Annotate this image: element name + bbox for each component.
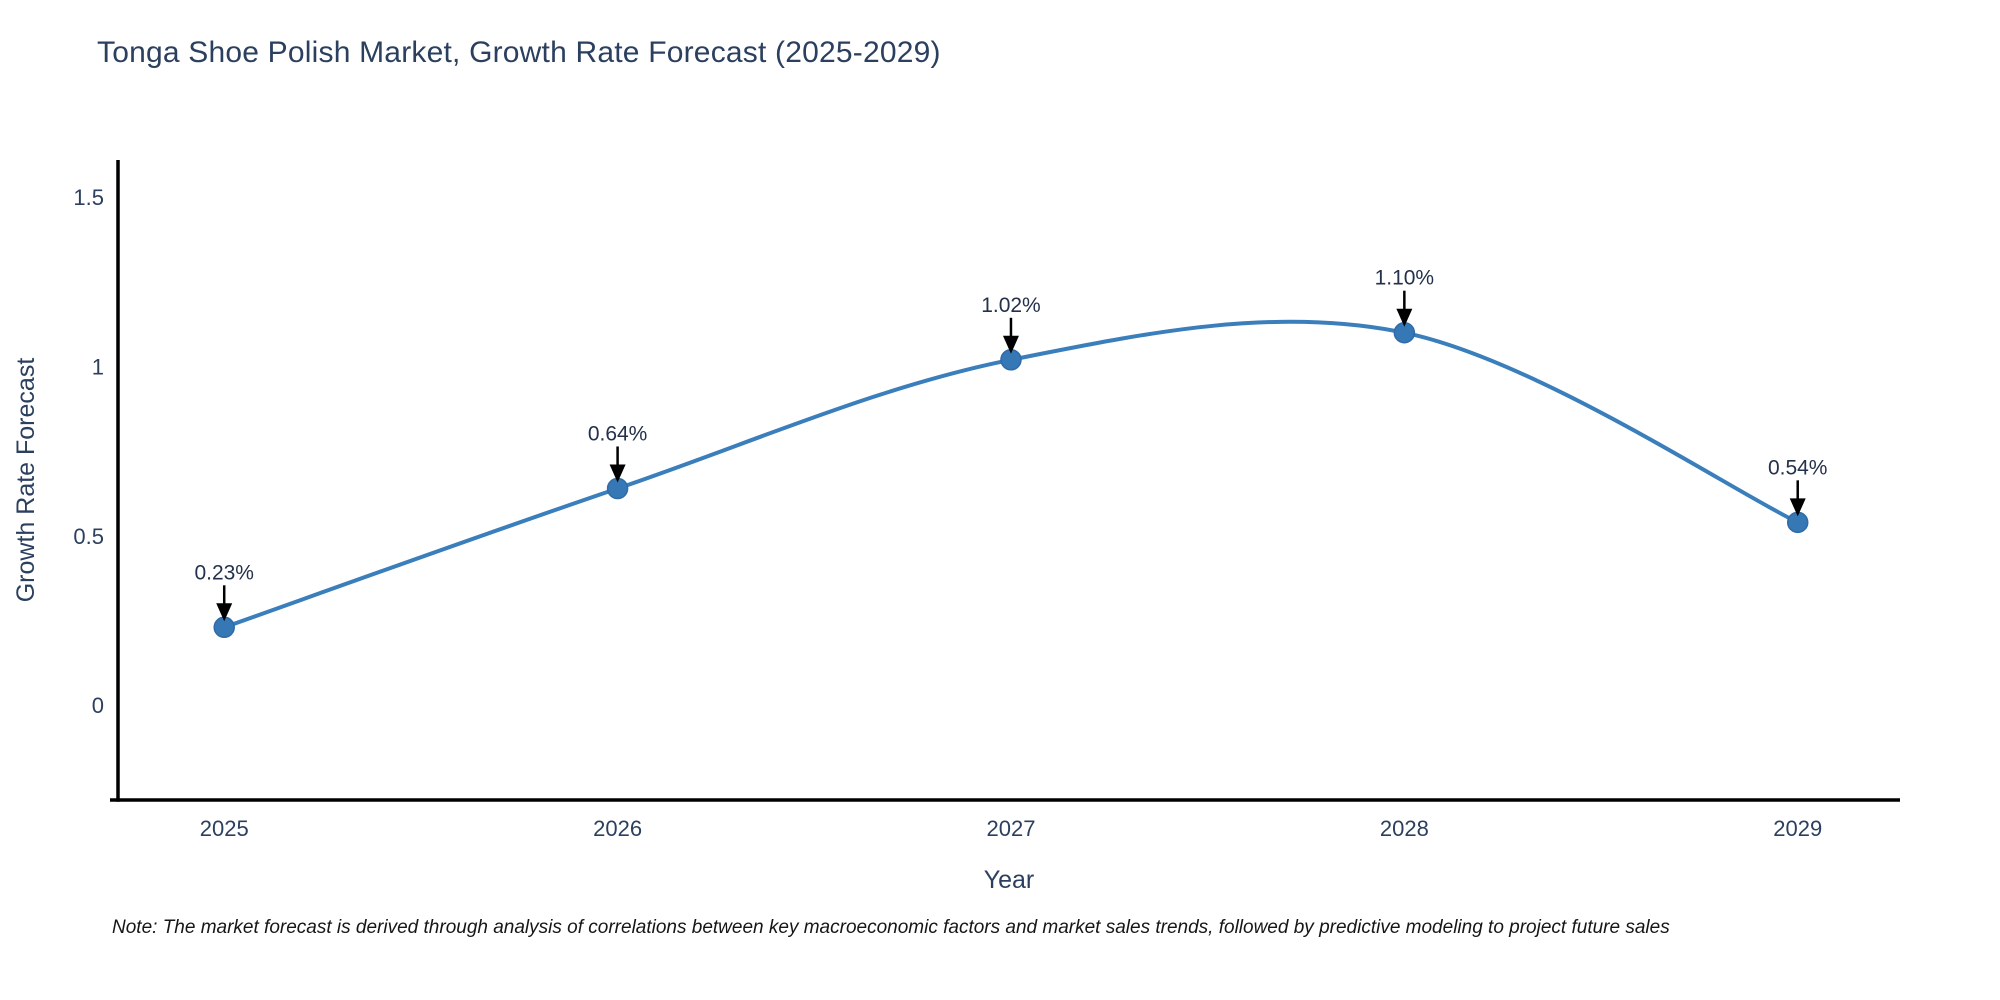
y-tick-label: 1 <box>92 355 104 380</box>
x-tick-label: 2025 <box>200 816 249 841</box>
y-tick-label: 1.5 <box>73 185 104 210</box>
x-tick-label: 2028 <box>1380 816 1429 841</box>
y-tick-label: 0 <box>92 693 104 718</box>
annotation-arrow-head <box>609 464 626 483</box>
data-point-label: 1.02% <box>981 294 1041 317</box>
data-point-label: 0.23% <box>194 561 254 584</box>
annotation-arrow-head <box>1789 498 1806 517</box>
data-point-label: 0.64% <box>588 422 648 445</box>
data-point-label: 0.54% <box>1768 456 1828 479</box>
annotation-arrow-head <box>1002 335 1019 354</box>
data-point-label: 1.10% <box>1375 267 1435 290</box>
footnote: Note: The market forecast is derived thr… <box>112 917 1670 938</box>
y-axis-title: Growth Rate Forecast <box>12 358 40 603</box>
chart-title: Tonga Shoe Polish Market, Growth Rate Fo… <box>97 36 941 69</box>
x-tick-label: 2026 <box>593 816 642 841</box>
x-axis-title: Year <box>984 866 1035 894</box>
annotation-arrow-head <box>1396 308 1413 327</box>
x-tick-label: 2027 <box>986 816 1035 841</box>
y-tick-label: 0.5 <box>73 524 104 549</box>
x-tick-label: 2029 <box>1773 816 1822 841</box>
annotation-arrow-head <box>216 603 233 622</box>
